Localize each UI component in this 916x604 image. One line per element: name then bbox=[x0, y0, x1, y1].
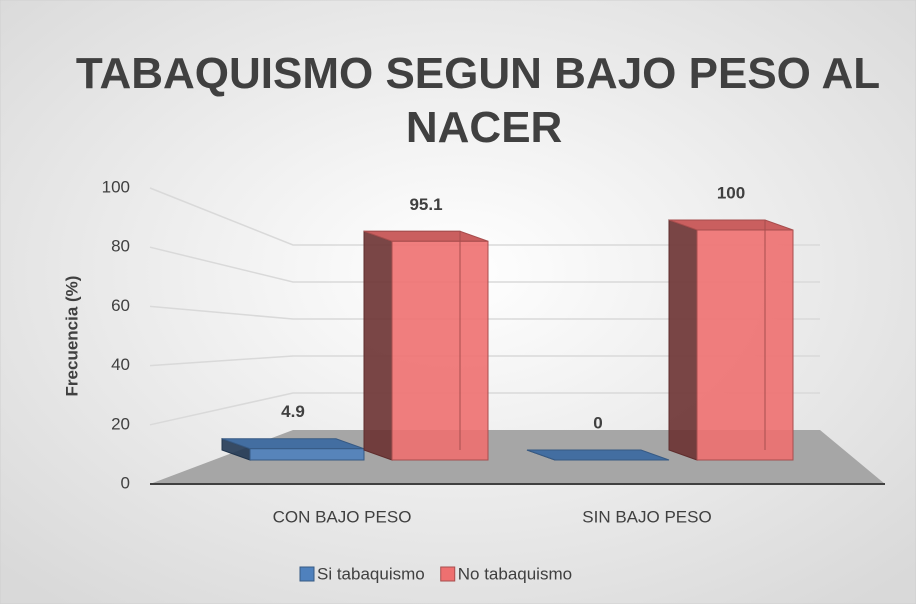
y-tick-label: 40 bbox=[111, 355, 130, 374]
y-tick-label: 100 bbox=[102, 177, 130, 196]
data-label: 4.9 bbox=[281, 402, 305, 421]
bar bbox=[526, 449, 670, 461]
legend-swatch bbox=[299, 566, 315, 582]
data-label: 0 bbox=[593, 413, 602, 432]
bar-top bbox=[526, 449, 670, 461]
x-tick-label: SIN BAJO PESO bbox=[582, 507, 711, 526]
legend-label: Si tabaquismo bbox=[317, 564, 425, 583]
y-tick-label: 0 bbox=[121, 473, 130, 492]
bar bbox=[221, 438, 365, 461]
bar bbox=[668, 219, 794, 461]
y-tick-label: 20 bbox=[111, 414, 130, 433]
grid-line bbox=[149, 392, 820, 426]
x-tick-label: CON BAJO PESO bbox=[273, 507, 412, 526]
legend-swatch bbox=[440, 566, 456, 582]
chart-title: TABAQUISMO SEGUN BAJO PESO AL NACER bbox=[76, 49, 880, 152]
bar-front bbox=[391, 240, 489, 461]
bar-edge bbox=[364, 230, 461, 450]
bar-edge bbox=[669, 219, 766, 450]
bar-side bbox=[668, 219, 698, 461]
bar bbox=[363, 230, 489, 461]
grid-line bbox=[149, 187, 820, 246]
grid-line bbox=[149, 246, 820, 283]
data-label: 100 bbox=[717, 183, 745, 202]
y-tick-label: 60 bbox=[111, 296, 130, 315]
y-axis-label: Frecuencia (%) bbox=[62, 276, 81, 397]
bar-front bbox=[696, 229, 794, 461]
bar-side bbox=[363, 230, 393, 461]
data-label: 95.1 bbox=[409, 195, 442, 214]
grid-line bbox=[149, 305, 820, 320]
bar-front bbox=[249, 448, 365, 461]
y-tick-label: 80 bbox=[111, 237, 130, 256]
grid-line bbox=[149, 355, 820, 367]
legend-label: No tabaquismo bbox=[458, 564, 572, 583]
